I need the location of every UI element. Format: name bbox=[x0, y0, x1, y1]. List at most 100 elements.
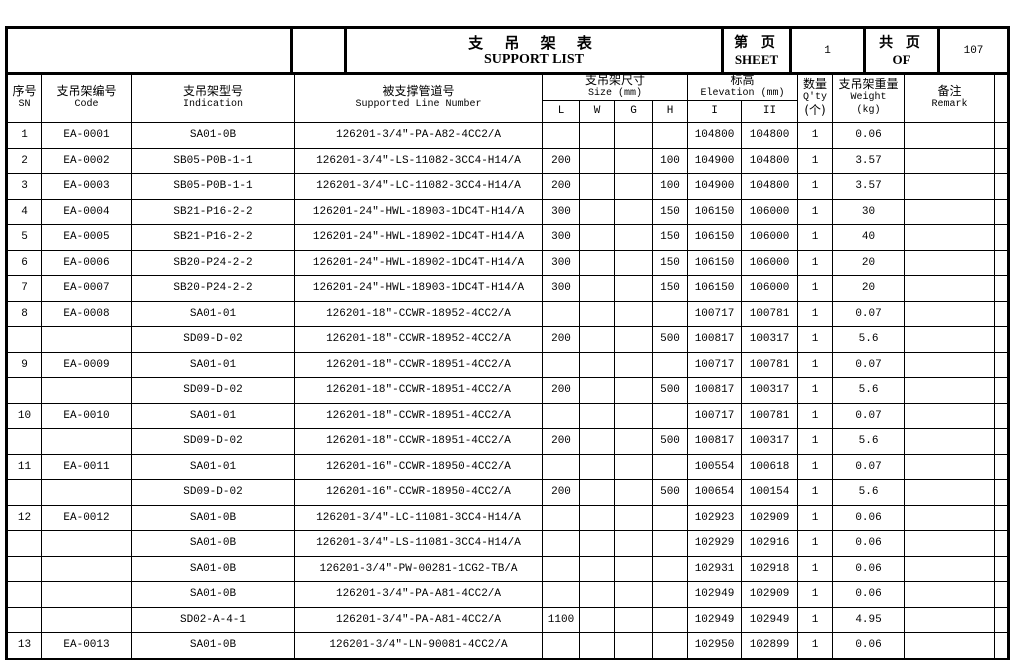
cell-line: 126201-18"-CCWR-18951-4CC2/A bbox=[294, 351, 543, 378]
cell-H: 100 bbox=[651, 147, 689, 174]
cell-rm bbox=[904, 173, 996, 200]
cell-e2: 100317 bbox=[741, 326, 799, 353]
cell-e1: 100654 bbox=[687, 479, 743, 506]
cell-e2: 102918 bbox=[741, 555, 799, 582]
cell-G bbox=[614, 300, 653, 327]
cell-sn bbox=[6, 606, 42, 633]
cell-line: 126201-3/4"-PA-A81-4CC2/A bbox=[294, 581, 543, 608]
cell-e1: 102931 bbox=[687, 555, 743, 582]
table-row: 10 EA-0010 SA01-01 126201-18"-CCWR-18951-4C… bbox=[6, 402, 1009, 429]
cell-extra bbox=[994, 173, 1009, 200]
cell-sn bbox=[6, 428, 42, 455]
cell-e2: 100154 bbox=[741, 479, 799, 506]
total-label-en: OF bbox=[892, 51, 911, 67]
cell-L: 200 bbox=[542, 377, 580, 404]
cell-W bbox=[579, 300, 615, 327]
cell-G bbox=[614, 275, 653, 302]
cell-wt: 20 bbox=[832, 275, 906, 302]
cell-wt: 0.07 bbox=[832, 351, 906, 378]
cell-W bbox=[579, 606, 615, 633]
cell-qty: 1 bbox=[797, 300, 834, 327]
cell-rm bbox=[904, 122, 996, 149]
support-list-table: 序号 SN 支吊架编号 Code 支吊架型号 Indication 被支撑管道号 Sup… bbox=[5, 72, 1010, 660]
cell-L: 200 bbox=[542, 173, 580, 200]
cell-L bbox=[542, 632, 580, 659]
cell-sn: 4 bbox=[6, 198, 42, 225]
header-en: Elevation (mm) bbox=[700, 87, 785, 99]
cell-line: 126201-24"-HWL-18902-1DC4T-H14/A bbox=[294, 224, 543, 251]
cell-L bbox=[542, 530, 580, 557]
cell-e1: 106150 bbox=[687, 224, 743, 251]
cell-line: 126201-3/4"-PA-A81-4CC2/A bbox=[294, 606, 543, 633]
cell-extra bbox=[994, 300, 1009, 327]
cell-code: EA-0004 bbox=[41, 198, 132, 225]
cell-wt: 40 bbox=[832, 224, 906, 251]
header-elevation-1: I bbox=[687, 100, 743, 123]
cell-G bbox=[614, 198, 653, 225]
cell-ind: SA01-0B bbox=[131, 504, 295, 531]
cell-line: 126201-18"-CCWR-18951-4CC2/A bbox=[294, 428, 543, 455]
cell-W bbox=[579, 377, 615, 404]
total-label: 共 页 OF bbox=[864, 27, 940, 74]
cell-ind: SB21-P16-2-2 bbox=[131, 224, 295, 251]
cell-rm bbox=[904, 606, 996, 633]
cell-L bbox=[542, 300, 580, 327]
cell-H: 150 bbox=[651, 198, 689, 225]
cell-H: 500 bbox=[651, 326, 689, 353]
table-row: SD09-D-02 126201-16"-CCWR-18950-4CC2/A 200… bbox=[6, 479, 1009, 506]
cell-W bbox=[579, 504, 615, 531]
header-cn: 支吊架尺寸 bbox=[585, 72, 646, 87]
header-cn: 支吊架编号 bbox=[56, 83, 117, 98]
cell-wt: 20 bbox=[832, 249, 906, 276]
cell-e2: 106000 bbox=[741, 198, 799, 225]
cell-rm bbox=[904, 428, 996, 455]
cell-line: 126201-24"-HWL-18902-1DC4T-H14/A bbox=[294, 249, 543, 276]
cell-ind: SA01-01 bbox=[131, 402, 295, 429]
cell-wt: 4.95 bbox=[832, 606, 906, 633]
cell-e1: 104900 bbox=[687, 173, 743, 200]
cell-line: 126201-3/4"-LC-11081-3CC4-H14/A bbox=[294, 504, 543, 531]
cell-e1: 100817 bbox=[687, 326, 743, 353]
cell-H bbox=[651, 504, 689, 531]
cell-code: EA-0010 bbox=[41, 402, 132, 429]
cell-e1: 100717 bbox=[687, 351, 743, 378]
cell-e2: 100781 bbox=[741, 402, 799, 429]
cell-line: 126201-3/4"-PW-00281-1CG2-TB/A bbox=[294, 555, 543, 582]
cell-L: 1100 bbox=[542, 606, 580, 633]
cell-ind: SD09-D-02 bbox=[131, 326, 295, 353]
cell-H: 500 bbox=[651, 479, 689, 506]
cell-qty: 1 bbox=[797, 147, 834, 174]
cell-sn: 9 bbox=[6, 351, 42, 378]
cell-G bbox=[614, 147, 653, 174]
cell-L bbox=[542, 581, 580, 608]
cell-e2: 102916 bbox=[741, 530, 799, 557]
cell-ind: SA01-01 bbox=[131, 351, 295, 378]
cell-line: 126201-3/4"-LC-11082-3CC4-H14/A bbox=[294, 173, 543, 200]
cell-ind: SD09-D-02 bbox=[131, 479, 295, 506]
cell-H bbox=[651, 351, 689, 378]
cell-sn: 11 bbox=[6, 453, 42, 480]
table-row: SA01-0B 126201-3/4"-PW-00281-1CG2-TB/A 102… bbox=[6, 555, 1009, 582]
cell-W bbox=[579, 351, 615, 378]
cell-e1: 106150 bbox=[687, 249, 743, 276]
cell-e1: 100817 bbox=[687, 428, 743, 455]
cell-line: 126201-18"-CCWR-18952-4CC2/A bbox=[294, 326, 543, 353]
cell-sn bbox=[6, 479, 42, 506]
cell-rm bbox=[904, 377, 996, 404]
cell-rm bbox=[904, 147, 996, 174]
header-size: 支吊架尺寸 Size (mm) bbox=[541, 72, 689, 101]
cell-G bbox=[614, 479, 653, 506]
table-row: 1 EA-0001 SA01-0B 126201-3/4"-PA-A82-4CC2/A… bbox=[6, 122, 1009, 149]
cell-extra bbox=[994, 275, 1009, 302]
header-qty: 数量 Q'ty (个) bbox=[797, 72, 834, 123]
cell-W bbox=[579, 249, 615, 276]
cell-sn: 3 bbox=[6, 173, 42, 200]
cell-extra bbox=[994, 504, 1009, 531]
cell-line: 126201-24"-HWL-18903-1DC4T-H14/A bbox=[294, 198, 543, 225]
header-code: 支吊架编号 Code bbox=[41, 72, 132, 123]
cell-G bbox=[614, 428, 653, 455]
sheet-number: 1 bbox=[790, 27, 866, 74]
cell-wt: 0.06 bbox=[832, 122, 906, 149]
cell-e1: 102949 bbox=[687, 581, 743, 608]
cell-G bbox=[614, 504, 653, 531]
